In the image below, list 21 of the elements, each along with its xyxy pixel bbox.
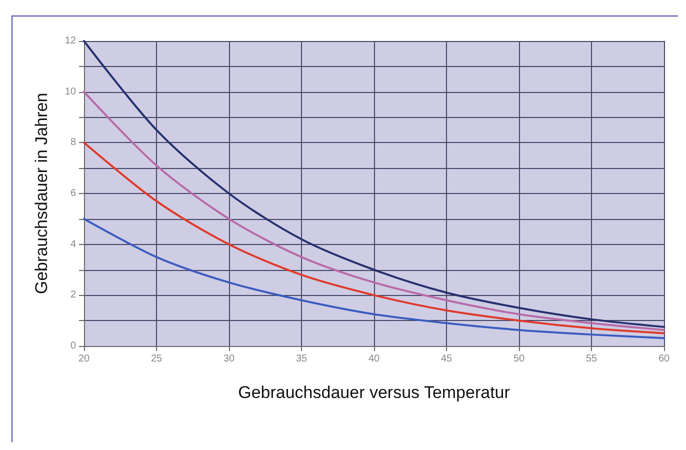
line-series (83, 142, 665, 334)
x-tick-label: 55 (586, 354, 598, 364)
x-tick-label: 40 (368, 354, 380, 364)
x-tick-label: 45 (440, 354, 452, 364)
x-tick-label: 30 (223, 354, 235, 364)
y-tick-label: 4 (70, 238, 76, 250)
y-tick-label: 2 (70, 290, 76, 301)
x-tick-label: 35 (296, 354, 308, 364)
y-tick-label: 12 (64, 36, 76, 46)
y-tick-label: 6 (70, 188, 76, 199)
y-tick-label: 0 (70, 340, 76, 352)
y-tick-label: 10 (64, 86, 76, 98)
y-axis-title: Gebrauchsdauer in Jahren (32, 92, 51, 294)
x-tick-label: 25 (150, 354, 162, 364)
y-tick-label: 8 (70, 137, 76, 148)
line-series (83, 90, 665, 331)
x-tick-label: 60 (658, 354, 670, 364)
x-axis-title: Gebrauchsdauer versus Temperatur (238, 383, 510, 402)
x-tick-label: 20 (78, 354, 90, 364)
line-series (83, 218, 665, 340)
x-tick-label: 50 (513, 354, 525, 364)
